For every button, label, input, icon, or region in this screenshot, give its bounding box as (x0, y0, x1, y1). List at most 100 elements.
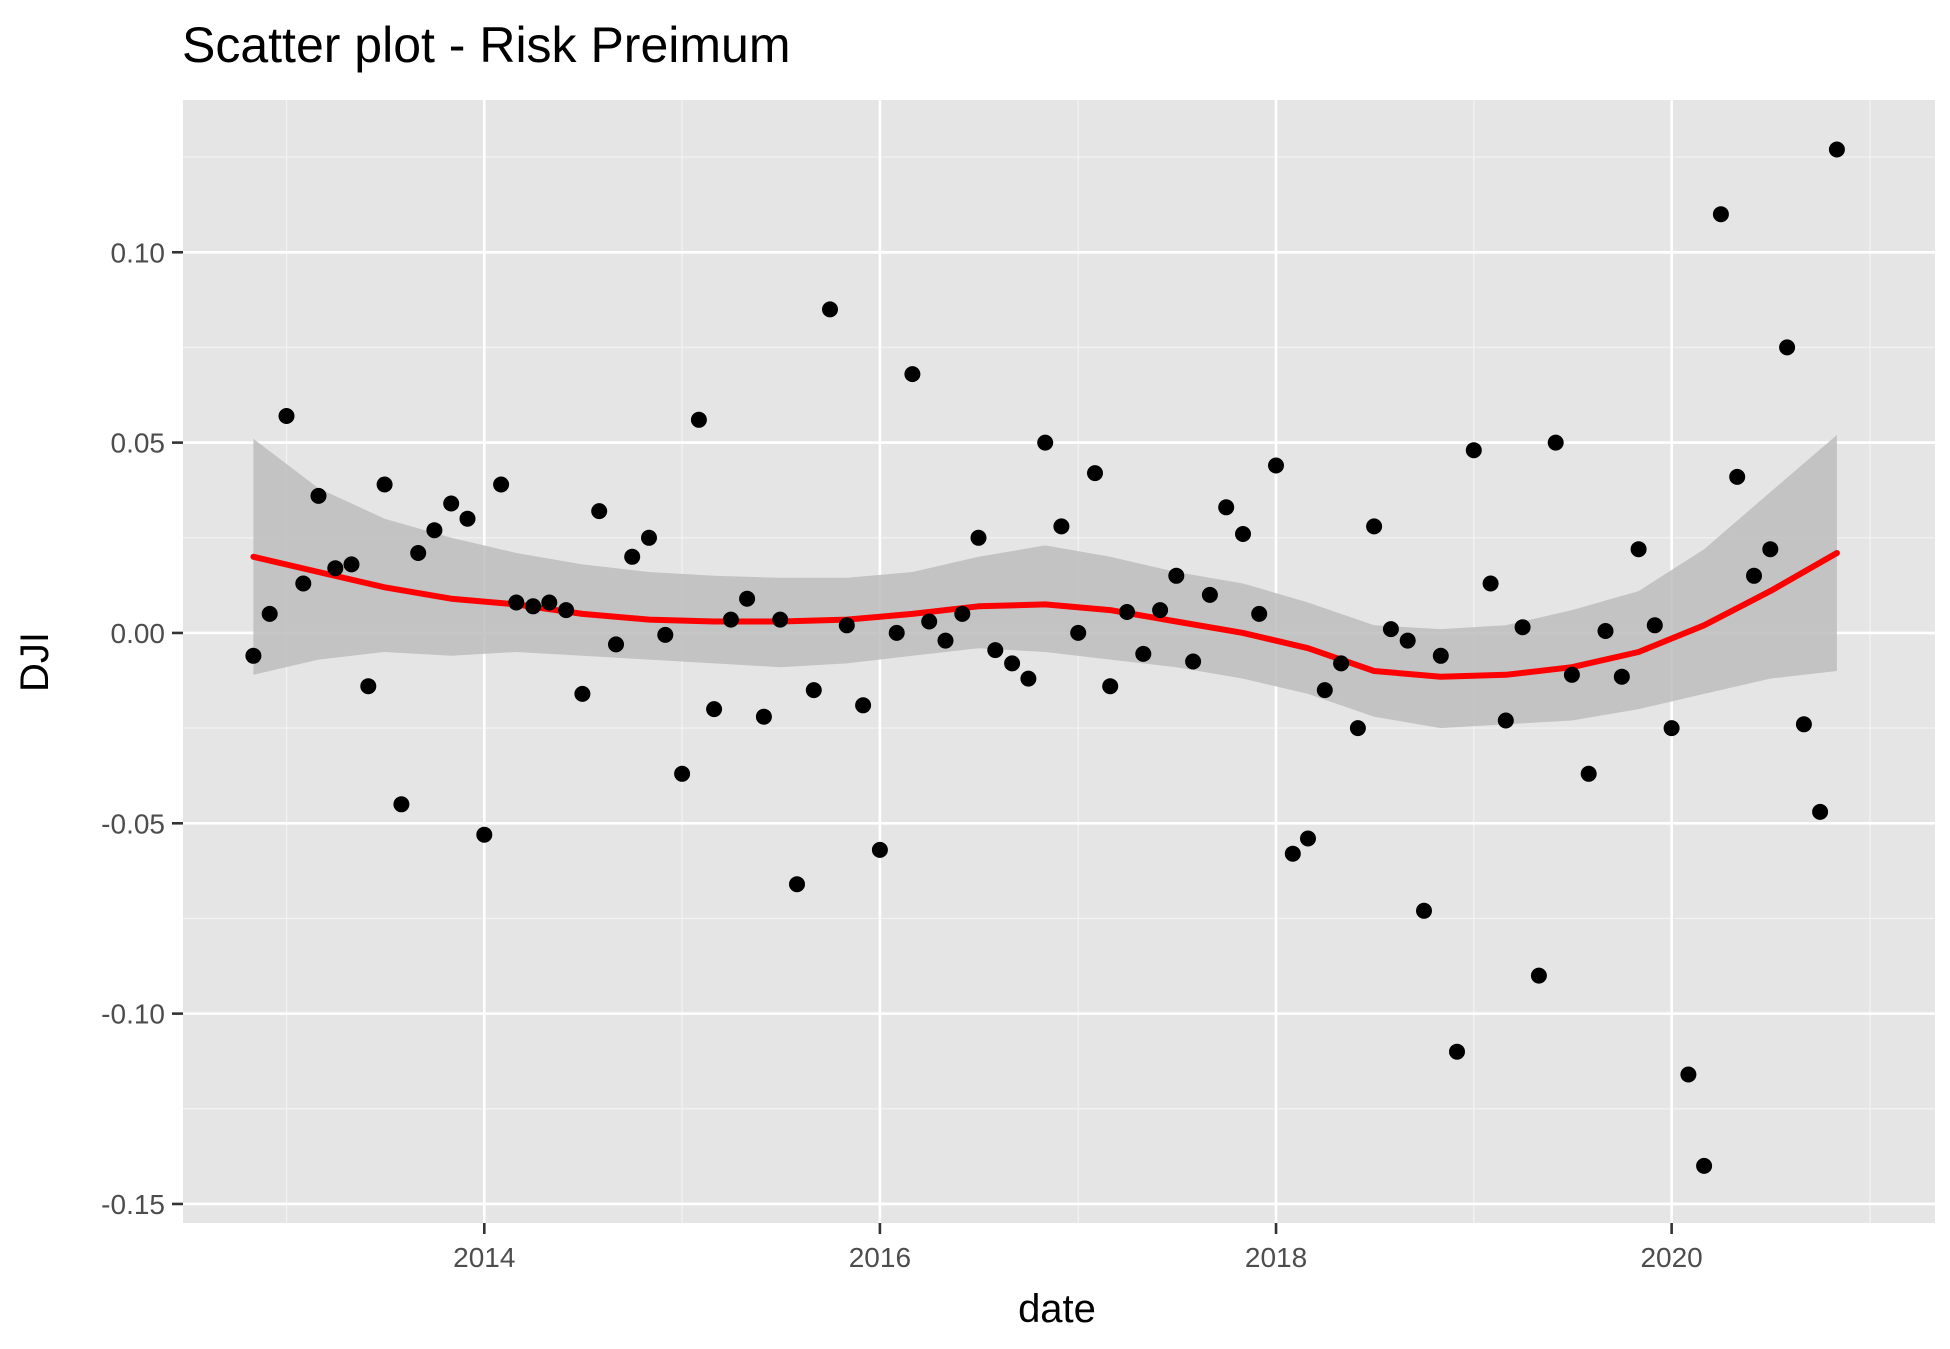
data-point (1696, 1157, 1713, 1174)
data-point (1053, 518, 1070, 535)
data-point (1070, 624, 1087, 641)
data-point (937, 632, 954, 649)
data-point (641, 529, 657, 546)
data-point (343, 556, 360, 573)
data-point (1201, 586, 1218, 603)
y-tick-label: 0.00 (111, 618, 166, 649)
data-point (1432, 647, 1449, 664)
data-point (493, 476, 510, 493)
data-point (278, 408, 295, 424)
data-point (1300, 830, 1316, 847)
y-axis: 0.10 0.05 0.00 -0.05 -0.10 -0.15 (101, 237, 183, 1220)
data-point (1580, 765, 1597, 782)
data-point (1251, 605, 1268, 622)
data-point (1004, 655, 1021, 672)
data-point (1135, 645, 1152, 662)
data-point (1316, 682, 1333, 699)
data-point (608, 636, 624, 653)
data-point (1465, 442, 1482, 459)
data-point (360, 678, 377, 695)
data-point (805, 682, 822, 699)
data-point (904, 366, 921, 383)
data-point (393, 796, 410, 813)
y-axis-title: DJI (13, 632, 57, 692)
x-tick-label: 2016 (849, 1242, 911, 1273)
data-point (1646, 617, 1663, 634)
data-point (706, 701, 723, 718)
data-point (443, 495, 460, 512)
data-point (1185, 653, 1202, 670)
data-point (1795, 716, 1812, 733)
data-point (1399, 632, 1416, 649)
data-point (1746, 567, 1762, 584)
data-point (1762, 541, 1779, 558)
data-point (310, 487, 327, 504)
data-point (838, 617, 855, 634)
data-point (755, 708, 772, 725)
data-point (476, 826, 493, 843)
data-point (1284, 845, 1301, 862)
data-point (855, 697, 872, 714)
data-point (1168, 567, 1185, 584)
data-point (1449, 1043, 1465, 1060)
y-tick-label: -0.15 (101, 1189, 165, 1220)
data-point (558, 602, 575, 619)
y-tick-label: -0.10 (101, 999, 165, 1030)
data-point (459, 510, 476, 527)
data-point (376, 476, 393, 493)
data-point (1563, 666, 1580, 683)
data-point (295, 575, 312, 592)
data-point (1119, 604, 1135, 620)
data-point (1235, 526, 1251, 542)
x-tick-label: 2014 (453, 1242, 515, 1273)
data-point (1087, 465, 1103, 482)
data-point (508, 594, 525, 611)
data-point (789, 876, 805, 893)
data-point (822, 301, 838, 318)
x-tick-label: 2020 (1640, 1242, 1702, 1273)
data-point (871, 841, 888, 858)
data-point (1630, 541, 1647, 558)
x-tick-label: 2018 (1245, 1242, 1307, 1273)
data-point (674, 765, 691, 782)
data-point (591, 503, 608, 520)
data-point (1680, 1066, 1697, 1083)
data-point (1597, 623, 1614, 639)
chart-title: Scatter plot - Risk Preimum (182, 17, 790, 73)
data-point (1613, 668, 1630, 685)
y-tick-label: -0.05 (101, 808, 165, 839)
data-point (954, 605, 971, 622)
data-point (1416, 902, 1432, 919)
data-point (772, 611, 789, 628)
x-axis-title: date (1018, 1287, 1096, 1331)
data-point (1268, 457, 1284, 474)
data-point (1152, 602, 1169, 619)
data-point (1712, 206, 1729, 223)
y-tick-label: 0.05 (111, 428, 166, 459)
data-point (657, 626, 674, 643)
data-point (1812, 803, 1829, 820)
data-point (921, 613, 938, 630)
data-point (1218, 499, 1235, 516)
data-point (525, 598, 542, 615)
data-point (327, 560, 344, 577)
data-point (1482, 575, 1499, 592)
data-point (541, 594, 558, 611)
data-point (1530, 967, 1547, 984)
data-point (1514, 619, 1531, 636)
y-tick-label: 0.10 (111, 237, 166, 268)
data-point (1349, 720, 1366, 737)
data-point (1102, 678, 1119, 695)
data-point (1382, 621, 1399, 638)
data-point (1779, 339, 1796, 356)
data-point (1366, 518, 1383, 535)
data-point (1333, 655, 1350, 672)
data-point (1663, 720, 1680, 737)
data-point (261, 605, 278, 622)
data-points (245, 141, 1845, 1174)
data-point (574, 685, 591, 702)
data-point (1828, 141, 1845, 158)
data-point (987, 642, 1004, 659)
data-point (426, 522, 443, 539)
